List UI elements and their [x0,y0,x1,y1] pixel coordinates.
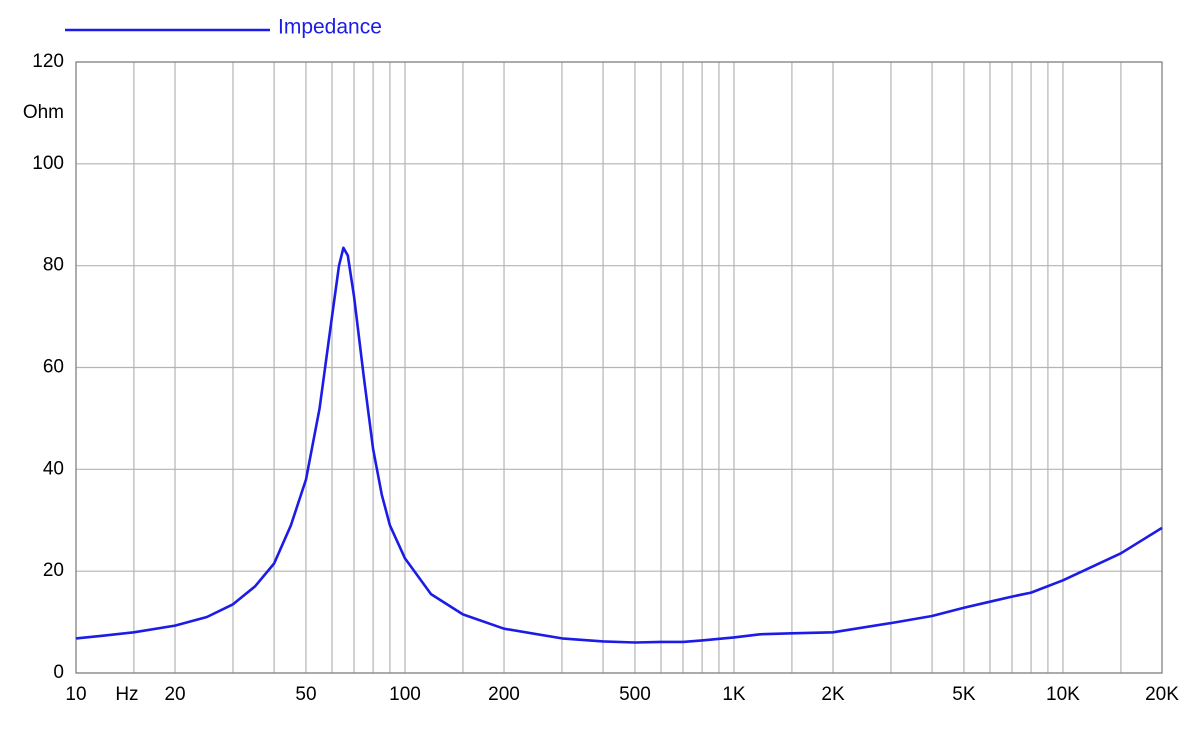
y-tick-label: 60 [43,357,64,378]
x-tick-label: 10K [1046,684,1080,705]
impedance-line [75,246,1163,644]
legend-label: Impedance [278,16,382,39]
x-tick-label: 5K [952,684,976,705]
y-tick-label: 40 [43,458,64,479]
y-unit-label: Ohm [23,102,64,123]
y-tick-label: 120 [32,51,64,72]
x-tick-label: 50 [295,684,316,705]
x-tick-label: 2K [821,684,845,705]
x-tick-label: 20K [1145,684,1179,705]
y-tick-label: 100 [32,153,64,174]
y-tick-label: 80 [43,255,64,276]
x-unit-label: Hz [115,684,138,705]
y-tick-label: 20 [43,560,64,581]
x-tick-label: 100 [389,684,421,705]
plot-frame [75,61,1163,674]
x-tick-label: 200 [488,684,520,705]
y-tick-label: 0 [53,662,64,683]
x-tick-label: 20 [164,684,185,705]
x-tick-label: 1K [722,684,746,705]
x-tick-label: 10 [65,684,86,705]
x-tick-label: 500 [619,684,651,705]
